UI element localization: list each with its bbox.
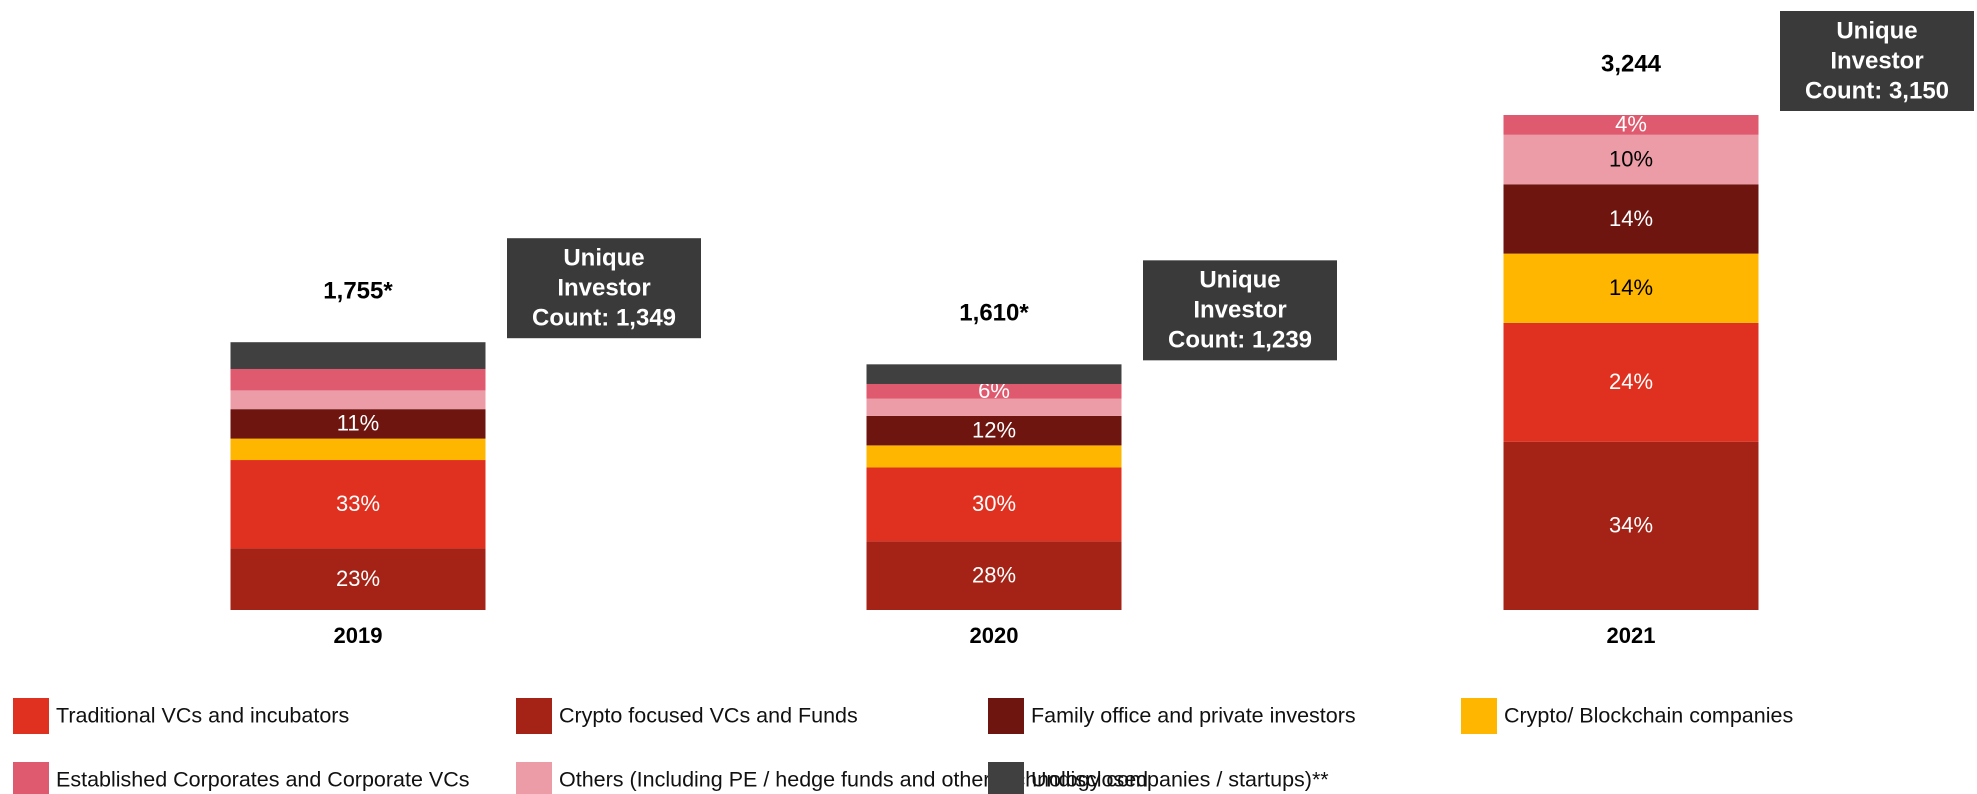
bar-segment [1503, 253, 1759, 323]
legend-label: Family office and private investors [1031, 704, 1356, 728]
segment-label: 4% [1615, 112, 1647, 137]
annotation-box [507, 238, 701, 339]
legend-swatch [13, 762, 49, 794]
bar-segment [866, 415, 1122, 446]
legend-label: Crypto focused VCs and Funds [559, 704, 858, 728]
x-tick-label: 2020 [970, 623, 1019, 648]
annotation-box [1780, 11, 1974, 111]
legend-label: Undisclosed [1031, 768, 1148, 792]
bar-segment [230, 342, 486, 369]
total-label: 1,610* [959, 300, 1029, 327]
legend-label: Others (Including PE / hedge funds and o… [559, 768, 1329, 792]
segment-label: 10% [1609, 146, 1653, 171]
bar-segment [230, 409, 486, 439]
legend-swatch [988, 698, 1024, 734]
annotation-text: Investor [1193, 297, 1286, 324]
bar-segment [1503, 441, 1759, 610]
legend-label: Traditional VCs and incubators [56, 704, 349, 728]
annotation-box [1143, 260, 1337, 361]
segment-label: 34% [1609, 513, 1653, 538]
segment-label: 12% [972, 417, 1016, 442]
bar-segment [866, 467, 1122, 542]
bar-segment [230, 390, 486, 410]
bar-segment [1503, 115, 1759, 135]
legend-swatch [1461, 698, 1497, 734]
segment-label: 24% [1609, 369, 1653, 394]
annotation-text: Unique [1836, 17, 1917, 44]
legend-swatch [516, 698, 552, 734]
bar-segment [1503, 322, 1759, 442]
segment-label: 23% [336, 566, 380, 591]
bar-segment [1503, 134, 1759, 185]
bar-segment [230, 438, 486, 461]
bar-segment [866, 541, 1122, 610]
bar-segment [866, 364, 1122, 384]
bar-segment [230, 548, 486, 610]
bar-segment [230, 368, 486, 391]
segment-label: 30% [972, 491, 1016, 516]
segment-label: 14% [1609, 206, 1653, 231]
annotation-text: Unique [1199, 267, 1280, 294]
bar-segment [866, 445, 1122, 468]
bar-segment [866, 398, 1122, 416]
x-tick-label: 2021 [1607, 623, 1656, 648]
segment-label: 28% [972, 562, 1016, 587]
total-label: 3,244 [1601, 50, 1662, 77]
legend-swatch [13, 698, 49, 734]
annotation-text: Count: 3,150 [1805, 77, 1949, 104]
x-tick-label: 2019 [334, 623, 383, 648]
total-label: 1,755* [323, 278, 393, 305]
annotation-text: Count: 1,349 [532, 305, 676, 332]
segment-label: 11% [337, 411, 379, 436]
annotation-text: Unique [563, 245, 644, 272]
segment-label: 14% [1609, 275, 1653, 300]
legend-label: Established Corporates and Corporate VCs [56, 768, 470, 792]
annotation-text: Investor [1830, 47, 1923, 74]
legend-label: Crypto/ Blockchain companies [1504, 704, 1793, 728]
legend-swatch [988, 762, 1024, 794]
annotation-text: Count: 1,239 [1168, 327, 1312, 354]
legend-swatch [516, 762, 552, 794]
bar-segment [866, 383, 1122, 399]
bar-segment [1503, 184, 1759, 254]
annotation-text: Investor [557, 275, 650, 302]
bar-segment [230, 460, 486, 549]
segment-label: 33% [336, 491, 380, 516]
